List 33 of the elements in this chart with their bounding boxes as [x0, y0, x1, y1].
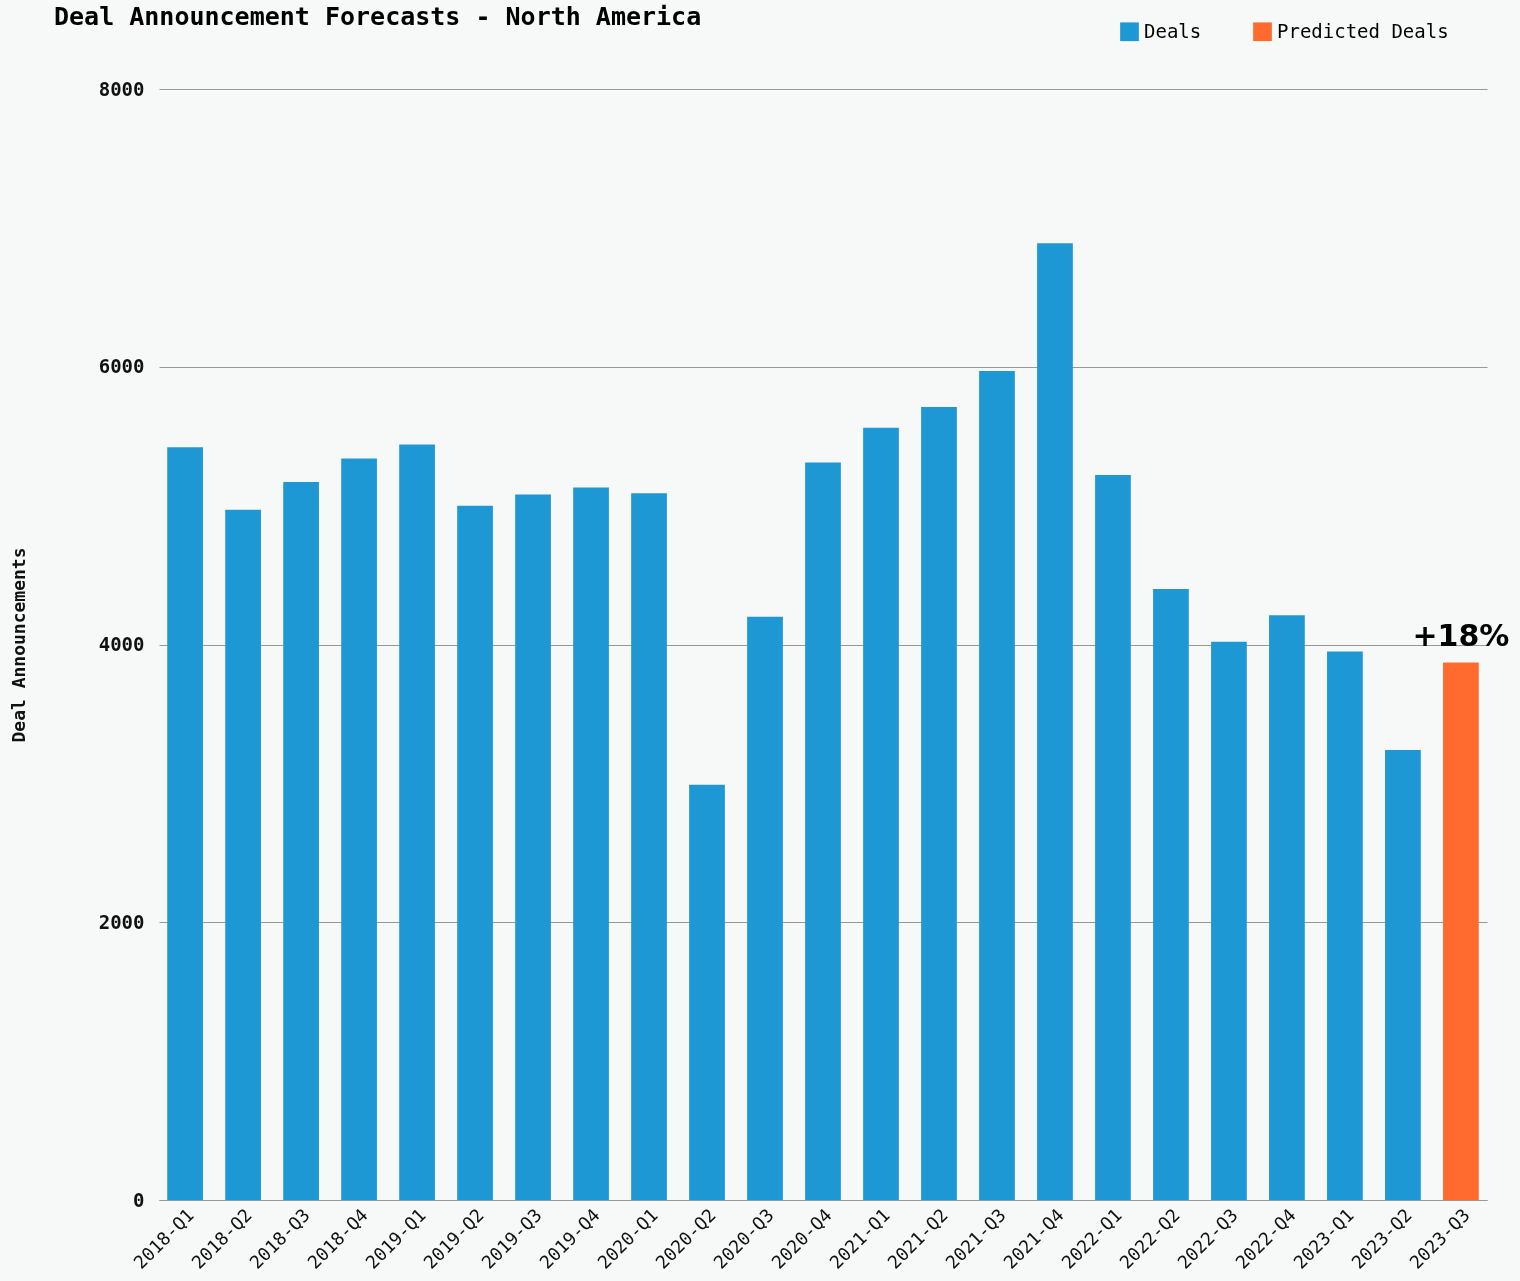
bar — [399, 444, 435, 1200]
y-axis-title: Deal Announcements — [7, 547, 29, 743]
bar — [1095, 475, 1131, 1200]
bar — [457, 505, 493, 1200]
bar — [341, 458, 377, 1200]
legend-label: Deals — [1144, 19, 1202, 42]
y-tick-label: 2000 — [98, 910, 145, 933]
y-tick-label: 6000 — [98, 355, 145, 378]
y-tick-label: 8000 — [98, 77, 145, 100]
bar — [921, 407, 957, 1200]
chart-title: Deal Announcement Forecasts - North America — [54, 2, 702, 31]
bar — [1269, 615, 1305, 1200]
bar — [573, 487, 609, 1200]
bar — [805, 462, 841, 1200]
bar — [1327, 651, 1363, 1200]
bar — [167, 447, 203, 1200]
bar — [1443, 662, 1479, 1200]
annotation: +18% — [1412, 617, 1510, 653]
bar — [1037, 243, 1073, 1200]
bar — [225, 509, 261, 1200]
bar — [979, 370, 1015, 1200]
bar — [689, 784, 725, 1200]
bar — [631, 493, 667, 1200]
bar — [1211, 641, 1247, 1200]
y-tick-label: 4000 — [98, 633, 145, 655]
bar — [1153, 588, 1189, 1200]
bar — [1385, 750, 1421, 1200]
legend-label: Predicted Deals — [1277, 19, 1449, 42]
bar — [747, 616, 783, 1200]
bar — [515, 494, 551, 1200]
y-tick-label: 0 — [133, 1188, 145, 1211]
bar — [863, 427, 899, 1200]
bar — [283, 482, 319, 1200]
